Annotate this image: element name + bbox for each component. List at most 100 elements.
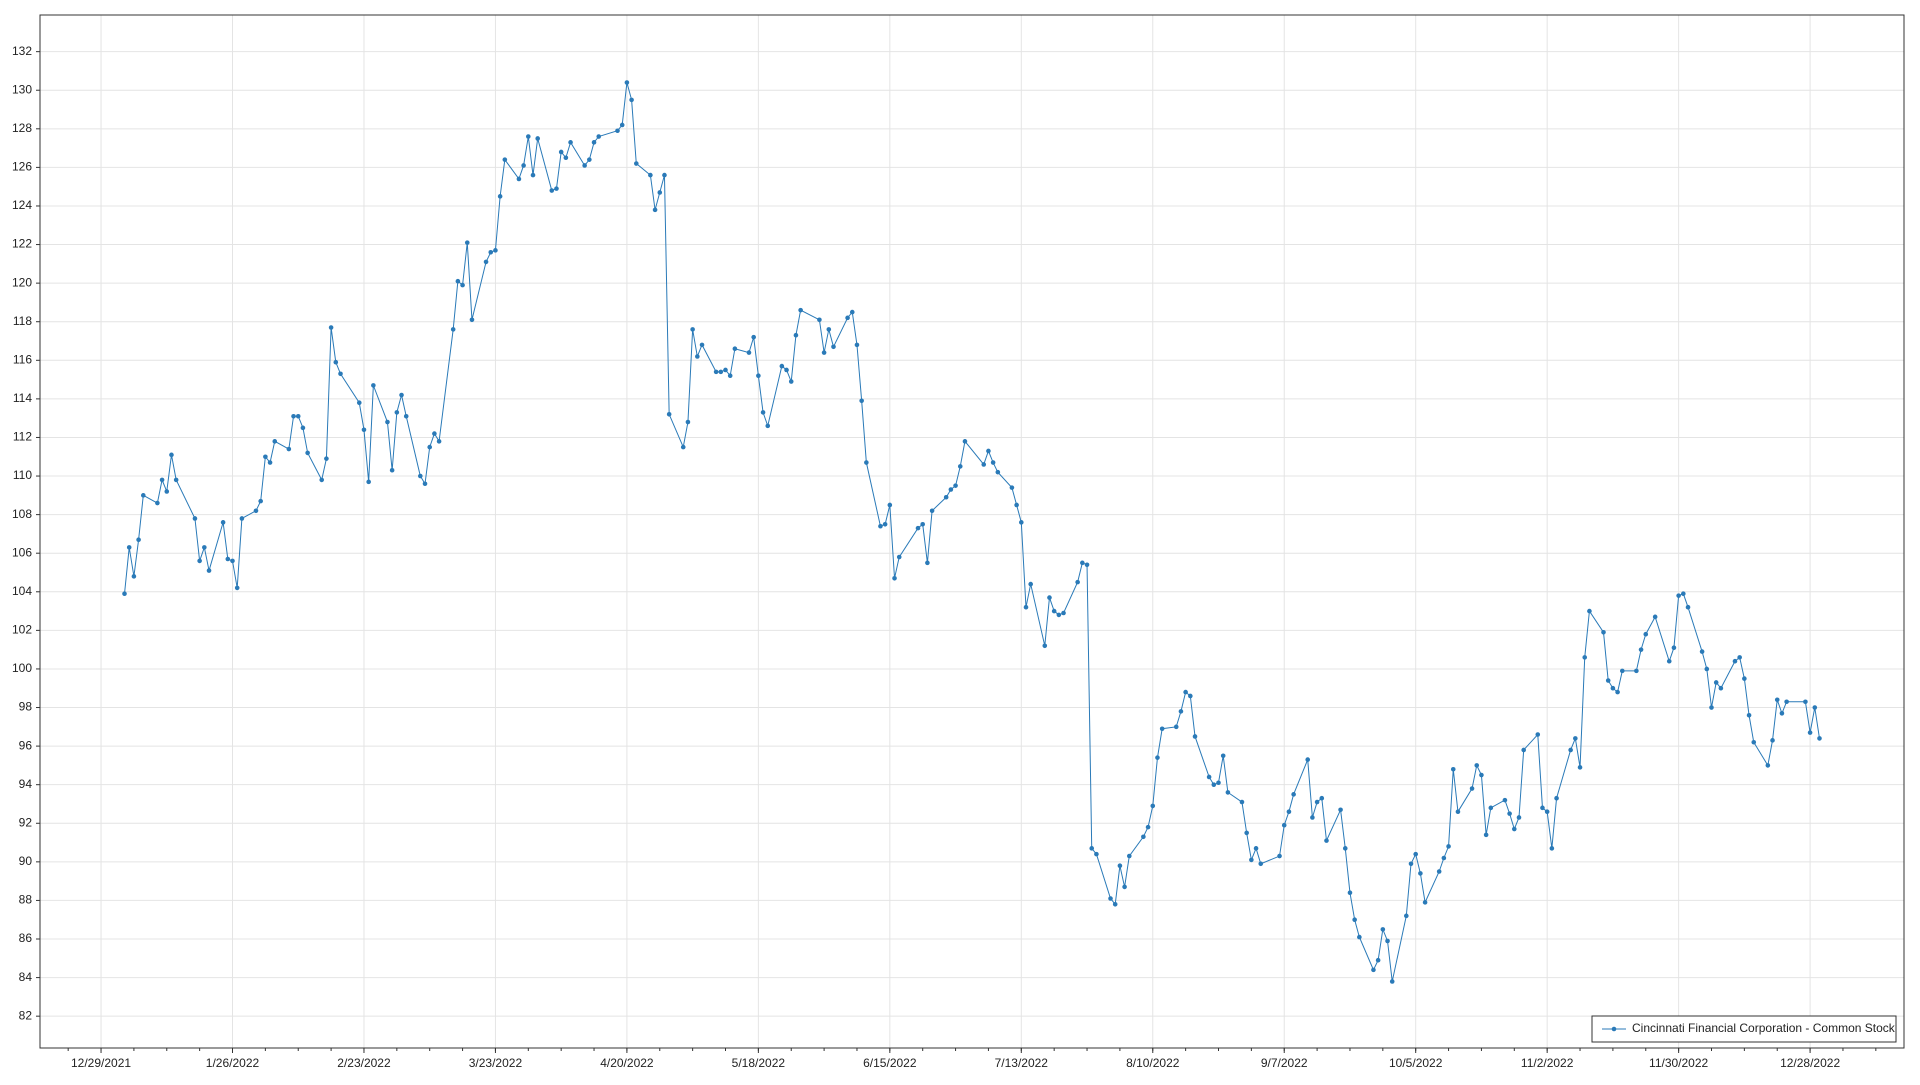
data-point: [197, 558, 202, 564]
x-tick-label: 2/23/2022: [337, 1056, 391, 1070]
data-point: [126, 545, 132, 550]
data-point: [1770, 738, 1775, 743]
y-tick-label: 132: [12, 44, 32, 58]
data-point: [986, 448, 991, 454]
data-point: [1807, 730, 1813, 735]
data-point: [648, 172, 653, 178]
data-point: [1286, 809, 1292, 814]
x-tick-label: 12/28/2022: [1780, 1056, 1840, 1070]
y-tick-label: 90: [19, 854, 33, 868]
data-point: [1211, 782, 1217, 787]
data-point: [943, 494, 949, 500]
data-point: [1009, 485, 1015, 490]
data-point: [1159, 726, 1165, 732]
data-point: [173, 477, 179, 483]
data-point: [1014, 502, 1019, 508]
data-point: [1225, 790, 1231, 795]
y-tick-label: 128: [12, 121, 32, 135]
data-point: [718, 369, 724, 375]
data-point: [155, 500, 160, 506]
data-point: [291, 413, 296, 419]
data-point: [1681, 591, 1686, 597]
data-point: [629, 97, 634, 103]
data-point: [230, 558, 235, 564]
data-point: [591, 140, 597, 145]
y-tick-label: 118: [13, 314, 32, 328]
data-point: [685, 419, 691, 425]
data-point: [1774, 697, 1780, 703]
data-point: [995, 469, 1001, 475]
data-point: [662, 172, 667, 178]
data-point: [1380, 927, 1386, 932]
data-point: [953, 483, 958, 488]
data-point: [864, 460, 869, 465]
data-point: [1173, 724, 1179, 730]
data-point: [418, 473, 423, 479]
data-point: [798, 307, 803, 313]
data-point: [779, 363, 785, 369]
data-point: [1483, 832, 1489, 838]
data-point: [464, 240, 470, 245]
data-point: [140, 493, 146, 498]
data-point: [1605, 678, 1611, 683]
data-point: [1352, 917, 1357, 923]
data-point: [1507, 811, 1512, 816]
data-point: [1643, 631, 1649, 637]
data-point: [263, 454, 268, 460]
legend-box: [1591, 1015, 1897, 1043]
y-tick-label: 124: [12, 198, 32, 212]
data-point: [723, 367, 728, 373]
data-point: [1619, 668, 1625, 674]
data-point: [455, 278, 461, 284]
data-point: [1704, 666, 1710, 672]
data-point: [831, 344, 836, 350]
data-point: [366, 479, 371, 485]
data-point: [1084, 562, 1090, 568]
data-point: [619, 122, 625, 128]
data-point: [1028, 581, 1033, 587]
data-point: [568, 140, 573, 145]
data-point: [915, 525, 921, 531]
data-point: [948, 487, 954, 492]
data-point: [1117, 863, 1123, 869]
data-point: [1080, 560, 1085, 566]
data-point: [1746, 712, 1752, 718]
data-point: [1441, 855, 1447, 861]
data-point: [1784, 699, 1789, 705]
data-point: [1122, 884, 1127, 890]
data-point: [1817, 736, 1822, 741]
data-point: [587, 157, 592, 162]
data-point: [727, 373, 733, 379]
data-point: [131, 574, 137, 579]
y-tick-label: 86: [19, 931, 33, 945]
y-tick-label: 82: [19, 1008, 33, 1022]
data-point: [1042, 643, 1048, 649]
data-point: [549, 188, 555, 193]
plot-border: [39, 14, 1905, 1049]
data-point: [849, 309, 855, 315]
data-point: [305, 450, 310, 456]
data-point: [845, 315, 850, 321]
data-point: [324, 456, 329, 461]
data-point: [854, 342, 860, 348]
data-point: [1206, 774, 1212, 780]
y-tick-label: 110: [13, 468, 32, 482]
data-point: [1389, 979, 1395, 984]
legend-label: Cincinnati Financial Corporation - Commo…: [1632, 1021, 1896, 1035]
data-point: [122, 591, 127, 597]
x-tick-label: 10/5/2022: [1389, 1056, 1443, 1070]
data-point: [1638, 647, 1644, 652]
x-tick-label: 6/15/2022: [863, 1056, 917, 1070]
data-point: [338, 371, 343, 377]
data-point: [1812, 705, 1818, 710]
data-point: [1652, 614, 1658, 620]
data-point: [403, 413, 409, 419]
y-tick-label: 84: [19, 970, 33, 984]
data-point: [788, 379, 794, 384]
data-point: [469, 317, 475, 323]
data-point: [1455, 809, 1461, 814]
data-point: [1610, 685, 1616, 691]
x-tick-label: 1/26/2022: [206, 1056, 260, 1070]
data-point: [929, 508, 935, 514]
